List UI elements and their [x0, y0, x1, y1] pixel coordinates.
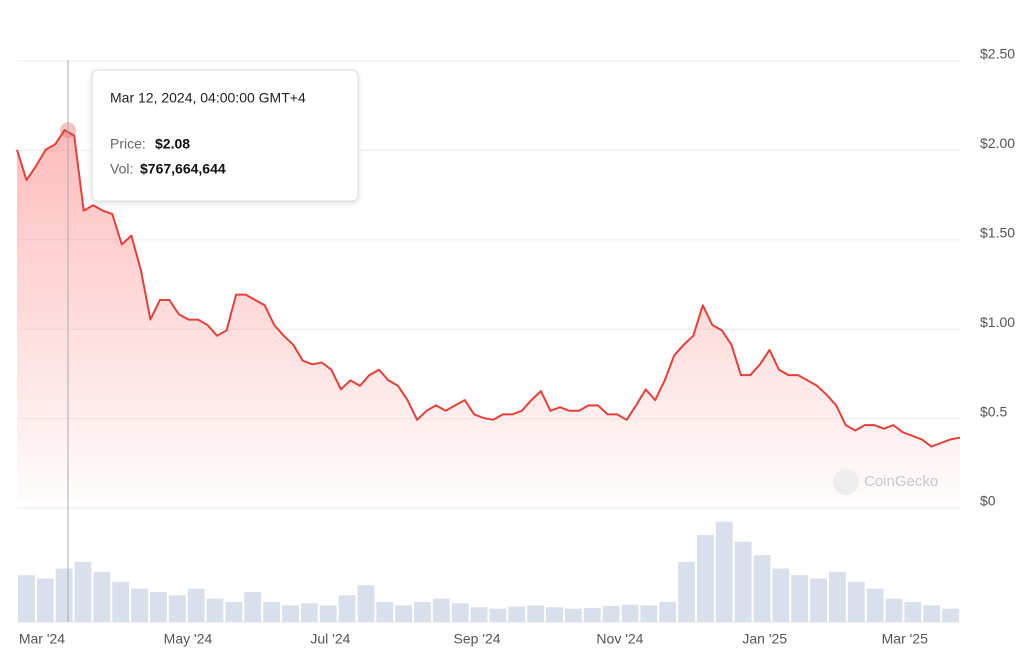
price-area: [17, 130, 960, 502]
y-tick-label: $1.00: [980, 314, 1015, 330]
watermark-logo: [833, 469, 859, 495]
x-tick-label: Nov '24: [596, 631, 643, 647]
volume-bar: [904, 601, 922, 622]
volume-bar: [810, 578, 827, 622]
tooltip-date: Mar 12, 2024, 04:00:00 GMT+4: [110, 90, 306, 106]
tooltip-label: Vol:: [110, 161, 133, 177]
watermark: CoinGecko: [864, 473, 938, 490]
volume-bar: [678, 561, 695, 622]
volume-bar: [244, 591, 262, 622]
volume-bar: [74, 561, 92, 622]
volume-bar: [93, 571, 111, 622]
y-tick-label: $2.50: [980, 46, 1015, 62]
y-tick-label: $0.5: [980, 403, 1007, 419]
volume-bar: [225, 601, 243, 622]
volume-bar: [470, 607, 488, 622]
volume-bar: [942, 608, 959, 622]
volume-bar: [546, 607, 563, 622]
volume-bar: [187, 588, 205, 622]
volume-bar: [206, 598, 224, 622]
volume-bar: [300, 603, 318, 622]
volume-bar: [640, 605, 658, 622]
x-tick-label: Sep '24: [454, 631, 501, 647]
volume-bar: [150, 591, 167, 622]
volume-bar: [753, 555, 771, 622]
volume-bar: [489, 608, 507, 622]
volume-bar: [18, 575, 35, 622]
volume-bar: [527, 605, 545, 622]
x-tick-label: Mar '25: [882, 631, 928, 647]
price-line: [16, 129, 961, 448]
volume-bar: [357, 585, 375, 622]
y-tick-label: $2.00: [980, 135, 1015, 151]
x-tick-label: May '24: [164, 631, 213, 647]
volume-bar: [696, 535, 714, 622]
volume-bar: [564, 608, 582, 622]
volume-bar: [376, 601, 394, 622]
y-tick-label: $0: [980, 493, 996, 509]
tooltip-box: [91, 69, 359, 202]
x-tick-label: Jul '24: [310, 631, 350, 647]
volume-bar: [36, 578, 54, 622]
x-tick-label: Jan '25: [742, 631, 787, 647]
volume-bar: [338, 595, 356, 622]
volume-bar: [621, 604, 639, 622]
volume-bar: [659, 601, 677, 622]
tooltip-label: Price:: [110, 136, 146, 152]
volume-bar: [866, 588, 884, 622]
volume-bar: [828, 571, 846, 622]
tooltip: Mar 12, 2024, 04:00:00 GMT+4 Price: $2.0…: [91, 69, 359, 202]
volume-bar: [131, 588, 149, 622]
volume-bar: [414, 601, 431, 622]
tooltip-value: $2.08: [155, 136, 190, 152]
volume-bar: [602, 605, 620, 622]
volume-bar: [395, 605, 413, 622]
volume-bar: [319, 605, 337, 622]
volume-bar: [508, 606, 526, 622]
volume-bar: [715, 521, 733, 622]
volume-bar: [168, 595, 186, 622]
x-tick-label: Mar '24: [19, 631, 65, 647]
volume-bar: [112, 581, 130, 622]
volume-bar: [282, 605, 299, 622]
tooltip-value: $767,664,644: [140, 161, 226, 177]
volume-bar: [55, 568, 73, 622]
y-tick-label: $1.50: [980, 225, 1015, 241]
volume-bar: [432, 598, 450, 622]
volume-bar: [263, 601, 281, 622]
volume-bar: [923, 605, 941, 622]
volume-bar: [885, 598, 903, 622]
volume-bar: [791, 575, 809, 622]
volume-bar: [734, 541, 752, 622]
volume-bar: [583, 607, 601, 622]
volume-bar: [847, 581, 865, 622]
volume-bar: [772, 568, 790, 622]
volume-bar: [451, 603, 469, 622]
